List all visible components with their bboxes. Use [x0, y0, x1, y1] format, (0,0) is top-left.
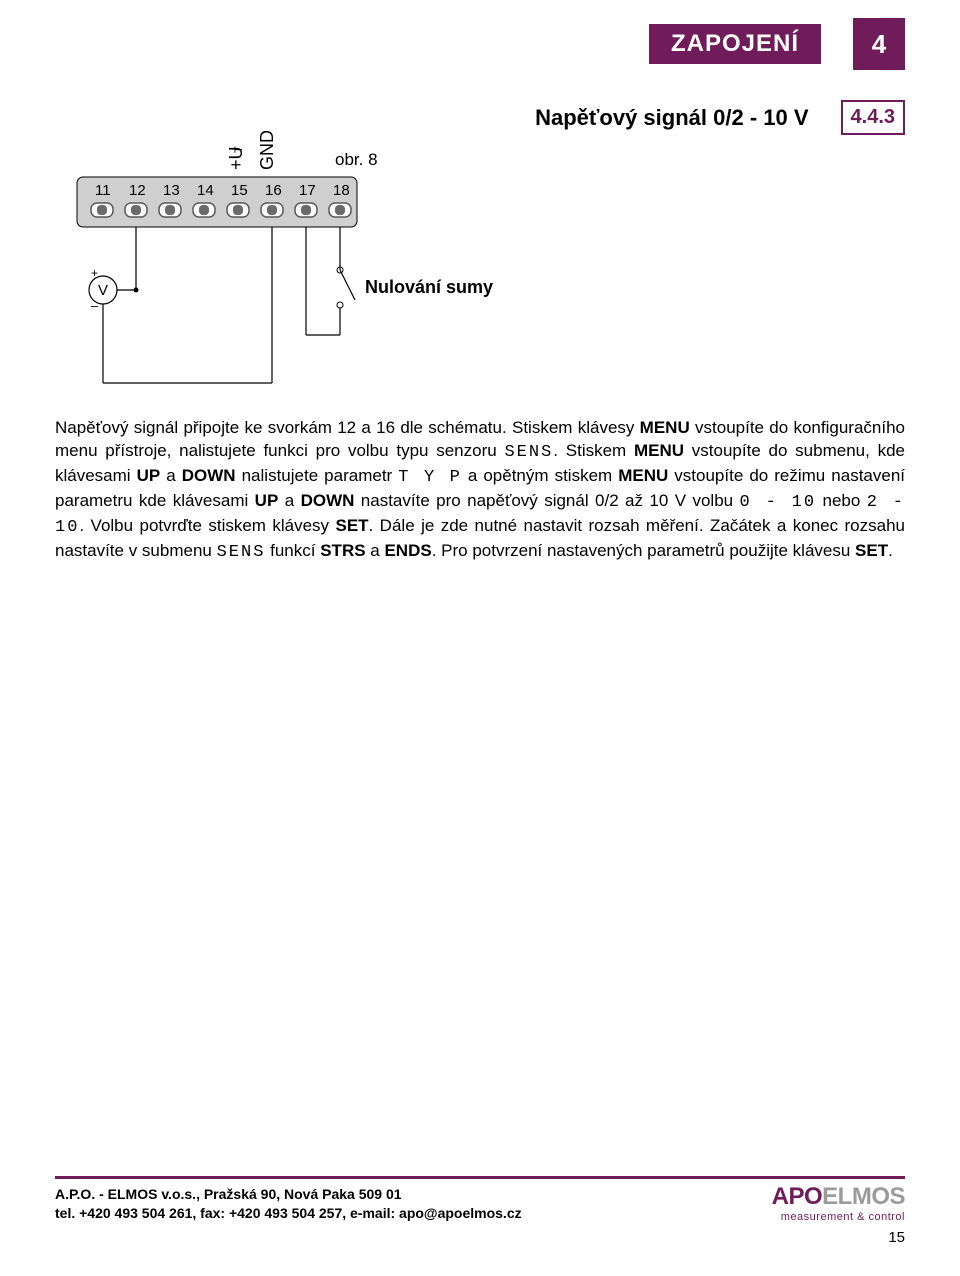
- company-logo: APOELMOS measurement & control: [772, 1183, 905, 1223]
- footer-address: A.P.O. - ELMOS v.o.s., Pražská 90, Nová …: [55, 1186, 402, 1202]
- svg-text:T: T: [233, 146, 245, 153]
- svg-text:16: 16: [265, 182, 282, 199]
- page-number: 15: [55, 1229, 905, 1246]
- svg-text:–: –: [91, 298, 99, 313]
- chapter-number: 4: [853, 18, 905, 70]
- svg-text:12: 12: [129, 182, 146, 199]
- svg-text:13: 13: [163, 182, 180, 199]
- footer-contact: tel. +420 493 504 261, fax: +420 493 504…: [55, 1205, 522, 1221]
- svg-text:15: 15: [231, 182, 248, 199]
- wiring-diagram: +U T GND obr. 8 11 12 13 14 15 16 17 18: [55, 125, 905, 405]
- svg-text:14: 14: [197, 182, 214, 199]
- body-paragraph: Napěťový signál připojte ke svorkám 12 a…: [55, 417, 905, 565]
- svg-text:18: 18: [333, 182, 350, 199]
- svg-text:V: V: [98, 282, 108, 299]
- svg-text:GND: GND: [257, 130, 277, 170]
- figure-label: obr. 8: [335, 150, 378, 169]
- section-tab: ZAPOJENÍ: [649, 24, 821, 64]
- svg-text:Nulování sumy: Nulování sumy: [365, 277, 493, 297]
- svg-text:11: 11: [95, 182, 111, 199]
- page-footer: A.P.O. - ELMOS v.o.s., Pražská 90, Nová …: [55, 1176, 905, 1246]
- svg-text:+: +: [91, 266, 98, 280]
- svg-text:17: 17: [299, 182, 316, 199]
